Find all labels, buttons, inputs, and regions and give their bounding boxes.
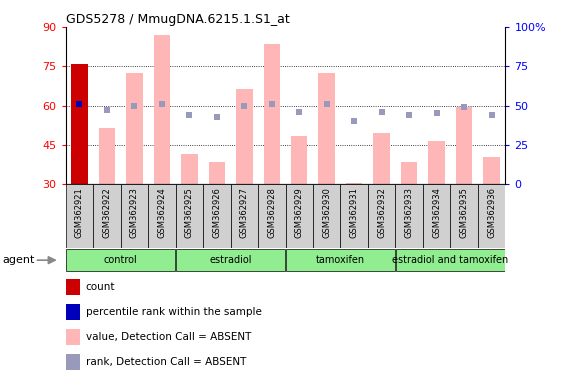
Bar <box>396 249 505 271</box>
Bar <box>71 64 88 184</box>
Bar <box>181 154 198 184</box>
Text: GSM362935: GSM362935 <box>460 187 469 238</box>
Bar <box>176 249 285 271</box>
Bar <box>203 184 231 248</box>
Text: GSM362928: GSM362928 <box>267 187 276 238</box>
Text: tamoxifen: tamoxifen <box>316 255 365 265</box>
Text: rank, Detection Call = ABSENT: rank, Detection Call = ABSENT <box>86 357 246 367</box>
Bar <box>263 44 280 184</box>
Bar <box>286 184 313 248</box>
Bar <box>126 73 143 184</box>
Bar <box>423 184 451 248</box>
Bar <box>368 184 395 248</box>
Bar <box>451 184 478 248</box>
Text: GSM362922: GSM362922 <box>102 187 111 238</box>
Bar <box>154 35 170 184</box>
Bar <box>231 184 258 248</box>
Text: GSM362927: GSM362927 <box>240 187 249 238</box>
Bar <box>346 183 363 184</box>
Text: GSM362936: GSM362936 <box>487 187 496 238</box>
Bar <box>428 141 445 184</box>
Text: GSM362926: GSM362926 <box>212 187 222 238</box>
Text: GSM362923: GSM362923 <box>130 187 139 238</box>
Text: GSM362929: GSM362929 <box>295 187 304 238</box>
Bar <box>120 184 148 248</box>
Bar <box>483 157 500 184</box>
Text: GSM362925: GSM362925 <box>185 187 194 238</box>
Bar <box>258 184 286 248</box>
Bar <box>236 89 252 184</box>
Bar <box>373 133 390 184</box>
Text: value, Detection Call = ABSENT: value, Detection Call = ABSENT <box>86 332 251 342</box>
Bar <box>340 184 368 248</box>
Bar <box>66 184 93 248</box>
Bar <box>291 136 307 184</box>
Bar <box>176 184 203 248</box>
Text: GDS5278 / MmugDNA.6215.1.S1_at: GDS5278 / MmugDNA.6215.1.S1_at <box>66 13 289 26</box>
Bar <box>99 128 115 184</box>
Text: estradiol and tamoxifen: estradiol and tamoxifen <box>392 255 509 265</box>
Bar <box>148 184 176 248</box>
Bar <box>313 184 340 248</box>
Text: GSM362933: GSM362933 <box>405 187 413 238</box>
Text: GSM362932: GSM362932 <box>377 187 386 238</box>
Bar <box>319 73 335 184</box>
Text: estradiol: estradiol <box>210 255 252 265</box>
Bar <box>93 184 120 248</box>
Text: count: count <box>86 282 115 292</box>
Text: GSM362921: GSM362921 <box>75 187 84 238</box>
Bar <box>66 249 175 271</box>
Text: GSM362924: GSM362924 <box>158 187 166 238</box>
Text: control: control <box>104 255 138 265</box>
Bar <box>395 184 423 248</box>
Text: GSM362934: GSM362934 <box>432 187 441 238</box>
Text: GSM362930: GSM362930 <box>322 187 331 238</box>
Bar <box>208 162 225 184</box>
Bar <box>478 184 505 248</box>
Bar <box>286 249 395 271</box>
Text: GSM362931: GSM362931 <box>349 187 359 238</box>
Bar <box>456 107 472 184</box>
Text: agent: agent <box>3 255 35 265</box>
Text: percentile rank within the sample: percentile rank within the sample <box>86 307 262 317</box>
Bar <box>401 162 417 184</box>
